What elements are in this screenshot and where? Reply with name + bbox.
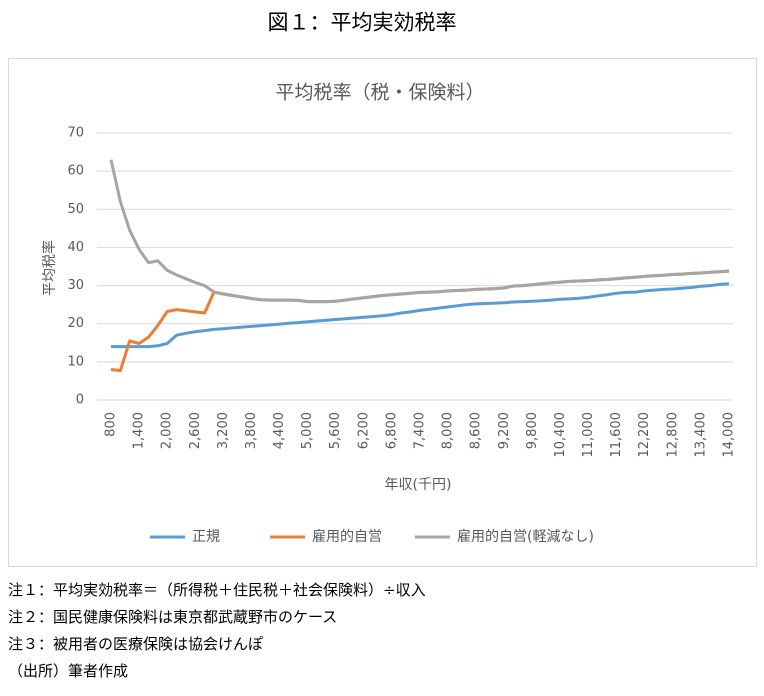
x-tick-label: 11,600	[609, 412, 624, 458]
x-tick-label: 2,000	[160, 412, 175, 449]
y-tick-label: 20	[67, 316, 84, 331]
x-axis-label: 年収(千円)	[385, 477, 452, 493]
note: （出所）筆者作成	[8, 662, 128, 680]
x-tick-label: 10,400	[553, 412, 568, 458]
note: 注１：平均実効税率＝（所得税＋住民税＋社会保険料）÷収入	[8, 581, 426, 599]
x-tick-label: 3,800	[244, 412, 259, 449]
x-tick-label: 4,400	[272, 412, 287, 449]
x-tick-label: 6,800	[384, 412, 399, 449]
x-tick-label: 1,400	[132, 412, 147, 449]
x-tick-label: 3,200	[216, 412, 231, 449]
y-tick-label: 30	[67, 278, 84, 293]
legend-label: 雇用的自営	[312, 528, 382, 545]
series-line	[111, 282, 730, 349]
x-tick-label: 8,000	[441, 412, 456, 449]
series-line	[109, 159, 730, 304]
y-axis-label: 平均税率	[41, 240, 58, 296]
y-tick-label: 70	[67, 126, 84, 141]
chart-frame	[8, 58, 757, 567]
y-tick-label: 40	[67, 240, 84, 255]
x-tick-label: 12,800	[665, 412, 680, 458]
x-tick-label: 7,400	[413, 412, 428, 449]
legend-label: 正規	[192, 529, 220, 545]
x-tick-label: 6,200	[356, 412, 371, 449]
note: 注２：国民健康保険料は東京都武蔵野市のケース	[8, 608, 337, 626]
x-tick-label: 14,000	[722, 412, 737, 458]
x-tick-label: 11,000	[581, 412, 596, 458]
figure-title: 図１：平均実効税率	[268, 11, 457, 35]
x-tick-label: 2,600	[188, 412, 203, 449]
x-tick-label: 9,800	[525, 412, 540, 449]
x-tick-label: 12,200	[637, 412, 652, 458]
y-tick-label: 50	[67, 202, 84, 217]
x-tick-label: 5,600	[328, 412, 343, 449]
x-tick-label: 9,200	[497, 412, 512, 449]
y-tick-label: 10	[67, 354, 84, 369]
y-tick-label: 0	[76, 393, 84, 408]
note: 注３：被用者の医療保険は協会けんぽ	[8, 635, 263, 653]
x-tick-label: 8,600	[469, 412, 484, 449]
x-tick-label: 800	[104, 412, 119, 437]
legend-label: 雇用的自営(軽減なし)	[457, 528, 594, 545]
y-tick-label: 60	[67, 164, 84, 179]
chart-title: 平均税率（税・保険料）	[275, 82, 484, 104]
x-tick-label: 5,000	[300, 412, 315, 449]
x-tick-label: 13,400	[693, 412, 708, 458]
